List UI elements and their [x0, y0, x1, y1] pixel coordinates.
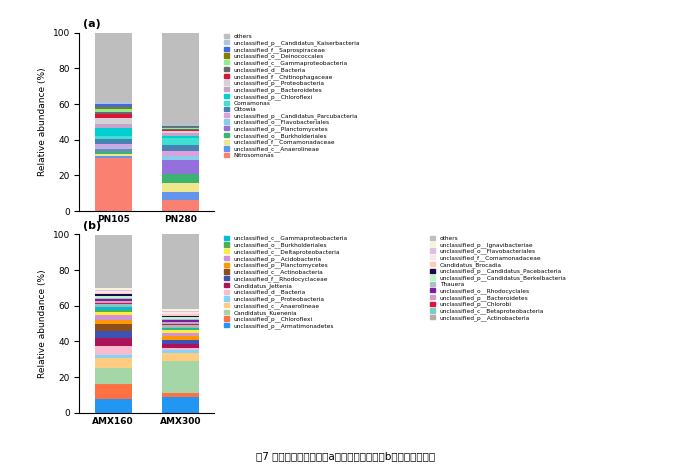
Bar — [95, 118, 132, 124]
Bar — [162, 328, 199, 329]
Legend: others, unclassified_p__Ignavibacteriae, unclassified_o__Flavobacteriales, uncla: others, unclassified_p__Ignavibacteriae,… — [430, 235, 567, 321]
Bar — [162, 330, 199, 333]
Bar — [95, 358, 132, 368]
Bar — [95, 355, 132, 358]
Bar — [162, 319, 199, 320]
Bar — [95, 299, 132, 301]
Bar — [162, 317, 199, 319]
Bar — [162, 348, 199, 350]
Bar — [162, 200, 199, 211]
Y-axis label: Relative abundance (%): Relative abundance (%) — [38, 68, 47, 176]
Bar — [95, 296, 132, 298]
Bar — [95, 151, 132, 154]
Bar — [162, 145, 199, 151]
Bar — [95, 331, 132, 338]
Bar — [162, 234, 199, 309]
Bar — [162, 314, 199, 316]
Bar — [162, 320, 199, 322]
Bar — [162, 327, 199, 328]
Bar — [162, 316, 199, 317]
Bar — [162, 311, 199, 312]
Bar — [162, 324, 199, 325]
Bar — [162, 130, 199, 131]
Bar — [95, 303, 132, 304]
Bar — [162, 397, 199, 413]
Bar — [95, 156, 132, 158]
Bar — [162, 129, 199, 130]
Bar — [95, 295, 132, 296]
Bar — [95, 109, 132, 112]
Bar — [95, 234, 132, 288]
Legend: others, unclassified_p__Candidatus_Kaiserbacteria, unclassified_f__Saprospiracea: others, unclassified_p__Candidatus_Kaise… — [224, 34, 360, 158]
Bar — [162, 33, 199, 124]
Bar — [95, 139, 132, 144]
Bar — [162, 124, 199, 126]
Bar — [95, 306, 132, 307]
Bar — [162, 353, 199, 361]
Bar — [162, 312, 199, 314]
Bar — [95, 154, 132, 156]
Bar — [95, 301, 132, 303]
Text: (b): (b) — [83, 221, 101, 231]
Bar — [95, 104, 132, 107]
Bar — [95, 385, 132, 399]
Bar — [95, 107, 132, 109]
Bar — [95, 128, 132, 136]
Bar — [162, 174, 199, 183]
Bar — [162, 344, 199, 348]
Bar — [95, 315, 132, 320]
Bar — [95, 144, 132, 147]
Bar — [162, 138, 199, 145]
Bar — [95, 304, 132, 306]
Bar — [162, 192, 199, 200]
Bar — [162, 329, 199, 330]
Bar — [95, 102, 132, 104]
Bar — [95, 338, 132, 346]
Bar — [95, 147, 132, 149]
Bar — [95, 136, 132, 139]
Bar — [95, 149, 132, 151]
Bar — [95, 124, 132, 128]
Bar — [95, 368, 132, 385]
Bar — [162, 333, 199, 336]
Bar — [162, 160, 199, 174]
Bar — [95, 291, 132, 293]
Bar — [95, 33, 132, 102]
Bar — [95, 112, 132, 114]
Bar — [162, 325, 199, 327]
Bar — [95, 312, 132, 315]
Y-axis label: Relative abundance (%): Relative abundance (%) — [38, 269, 47, 378]
Bar — [162, 350, 199, 353]
Text: (a): (a) — [83, 20, 101, 30]
Bar — [162, 131, 199, 133]
Bar — [162, 136, 199, 138]
Bar — [95, 307, 132, 310]
Bar — [162, 183, 199, 192]
Bar — [95, 289, 132, 291]
Bar — [162, 322, 199, 324]
Bar — [162, 340, 199, 344]
Bar — [162, 336, 199, 340]
Bar — [95, 346, 132, 355]
Bar — [95, 310, 132, 312]
Text: 图7 属水平微生物组成（a）短程礴化段和（b）厄氧氨氧化段: 图7 属水平微生物组成（a）短程礴化段和（b）厄氧氨氧化段 — [256, 452, 435, 461]
Bar — [162, 128, 199, 129]
Bar — [162, 126, 199, 128]
Bar — [95, 114, 132, 118]
Bar — [162, 393, 199, 397]
Bar — [95, 288, 132, 289]
Bar — [162, 361, 199, 393]
Bar — [95, 158, 132, 211]
Bar — [162, 133, 199, 136]
Bar — [95, 298, 132, 299]
Bar — [162, 156, 199, 160]
Bar — [95, 320, 132, 324]
Bar — [95, 324, 132, 331]
Bar — [162, 309, 199, 311]
Bar — [95, 293, 132, 295]
Bar — [95, 399, 132, 413]
Bar — [162, 151, 199, 156]
